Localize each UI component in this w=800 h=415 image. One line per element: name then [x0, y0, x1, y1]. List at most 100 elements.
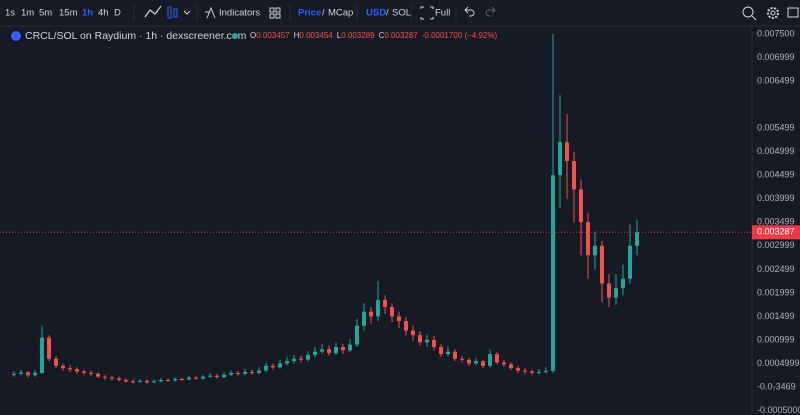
candle-body [509, 364, 513, 369]
candle-body [96, 373, 100, 377]
candle-body [138, 380, 142, 382]
candle-body [187, 377, 191, 380]
y-tick-label: 0.006999 [757, 52, 795, 62]
mcap-toggle[interactable]: MCap [328, 8, 353, 19]
candle-body [208, 375, 212, 377]
candle-body [635, 232, 639, 246]
fullscreen-button[interactable]: Full [435, 8, 450, 19]
candle-body [180, 378, 184, 380]
legend-value: 0.003289 [341, 31, 375, 40]
candle-body [418, 335, 422, 343]
indicators-icon[interactable] [205, 6, 216, 19]
candle-body [397, 316, 401, 322]
interval-group: 1s 1m 5m 15m 1h 4h D [5, 8, 121, 19]
candle-body [621, 278, 625, 289]
candle-body [460, 358, 464, 360]
candle-icon[interactable] [167, 6, 172, 19]
candle-body [579, 189, 583, 223]
line-chart-icon[interactable] [144, 5, 162, 18]
candle-body [481, 361, 485, 366]
candle-body [320, 349, 324, 352]
fullscreen-icon[interactable] [420, 6, 434, 20]
candle-body [243, 371, 247, 374]
plot: 0.007500 0.006999 0.006499 0.005499 0.004999… [0, 28, 800, 415]
y-tick-label: 0.003499 [757, 217, 795, 227]
candle-body [89, 372, 93, 374]
candle-body [285, 361, 289, 364]
y-tick-label: 0.001499 [757, 311, 795, 321]
candle-body [278, 363, 282, 368]
interval-button[interactable]: 1s [5, 8, 15, 19]
candle-body [614, 288, 618, 298]
redo-button[interactable] [485, 6, 496, 17]
candle-body [124, 379, 128, 382]
price-toggle[interactable]: Price [298, 8, 321, 19]
candle-body [229, 372, 233, 375]
legend-value: 0.003457 [256, 31, 290, 40]
candle-body [145, 380, 149, 383]
legend-value: 0.003287 [384, 31, 418, 40]
candle-body [383, 299, 387, 307]
candle-body [362, 311, 366, 326]
screenshot-button[interactable] [742, 6, 757, 21]
status-dot [232, 33, 238, 39]
usd-toggle[interactable]: USD [366, 8, 386, 19]
dropdown-icon[interactable] [183, 10, 191, 15]
layout-icon[interactable] [269, 7, 281, 19]
y-tick-label: 0.007500 [757, 28, 795, 38]
legend-label: L [337, 31, 342, 40]
candle-icon[interactable] [173, 8, 178, 18]
toolbar [0, 0, 800, 26]
candle-body [390, 306, 394, 317]
y-tick-label: 0.001999 [757, 287, 795, 297]
candle-body [551, 175, 555, 371]
settings-button[interactable] [767, 7, 779, 19]
candle-body [236, 372, 240, 374]
candle-body [117, 378, 121, 380]
y-tick-label: 0.006499 [757, 75, 795, 85]
candle-body [502, 362, 506, 365]
interval-button[interactable]: 1m [21, 8, 34, 19]
candle-body [516, 368, 520, 371]
last-price-tag [752, 225, 800, 240]
interval-button[interactable]: D [114, 8, 121, 19]
candle-body [306, 354, 310, 360]
candle-body [54, 358, 58, 366]
interval-button[interactable]: 4h [98, 8, 109, 19]
candle-body [593, 245, 597, 256]
candle-body [355, 325, 359, 345]
y-tick-label: 0.0004999 [757, 358, 800, 368]
legend-label: H [294, 31, 300, 40]
symbol-title: CRCL/SOL on Raydium · 1h · dexscreener.c… [25, 30, 247, 42]
candle-body [215, 375, 219, 378]
indicators-button[interactable]: Indicators [219, 8, 260, 19]
candle-body [411, 330, 415, 336]
separator-slash: / [386, 8, 389, 19]
interval-button[interactable]: 15m [59, 8, 78, 19]
candle-body [439, 346, 443, 355]
undo-button[interactable] [464, 6, 475, 17]
candle-body [530, 371, 534, 373]
legend-value: 0.003454 [299, 31, 333, 40]
candle-body [453, 351, 457, 359]
candle-body [26, 372, 30, 376]
candle-body [103, 376, 107, 378]
candle-body [432, 339, 436, 347]
interval-button[interactable]: 1h [82, 8, 93, 19]
candle-body [40, 337, 44, 373]
candle-body [61, 365, 65, 369]
candle-body [327, 349, 331, 354]
snapshot-button[interactable] [787, 7, 799, 18]
y-tick-label: 0.005499 [757, 123, 795, 133]
candle-body [166, 379, 170, 381]
y-tick-label: 0.004499 [757, 170, 795, 180]
candle-body [425, 339, 429, 343]
candle-body [201, 376, 205, 379]
ohlc-legend: O0.003457 H0.003454 L0.003289 C0.003287 -0.0… [250, 31, 497, 40]
sol-toggle[interactable]: SOL [392, 8, 411, 19]
candle-body [628, 245, 632, 279]
candle-body [572, 161, 576, 190]
interval-button[interactable]: 5m [39, 8, 52, 19]
legend-label: O [250, 31, 256, 40]
candle-body [75, 369, 79, 372]
